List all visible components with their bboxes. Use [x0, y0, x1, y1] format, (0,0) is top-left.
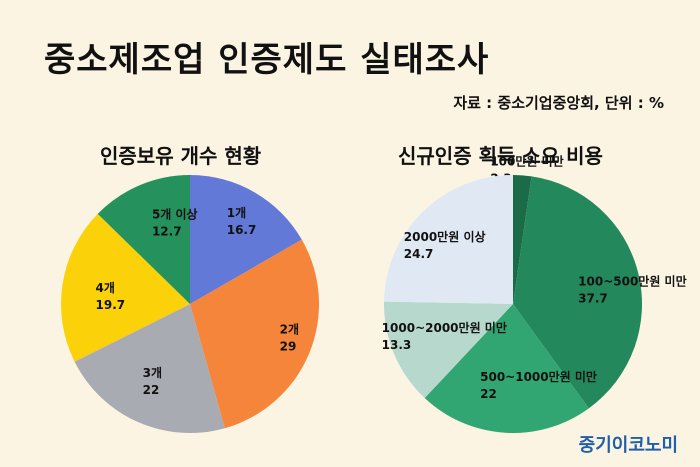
pie-slice-3: [61, 213, 191, 362]
pie-slice-4: [97, 175, 190, 304]
pie-slice-2: [74, 304, 225, 433]
pie-slice-0: [513, 175, 532, 304]
slice-category-label-4: 5개 이상: [152, 207, 198, 222]
page-title: 중소제조업 인증제도 실태조사: [44, 40, 490, 80]
slice-category-label-2: 500~1000만원 미만: [480, 369, 597, 384]
pie-slice-1: [513, 176, 642, 409]
slice-category-label-0: 1개: [227, 206, 246, 220]
pie-slice-3: [384, 301, 513, 399]
slice-category-label-1: 100~500만원 미만: [578, 273, 687, 288]
pie-slice-2: [424, 304, 589, 433]
slice-value-label-3: 19.7: [96, 298, 126, 312]
chart-title-left: 인증보유 개수 현황: [100, 144, 262, 168]
slice-value-label-4: 12.7: [152, 225, 182, 239]
slice-category-label-4: 2000만원 이상: [404, 229, 486, 244]
pie-slice-0: [190, 175, 302, 304]
slice-value-label-0: 16.7: [227, 223, 257, 237]
slice-value-label-4: 24.7: [404, 247, 434, 261]
slice-category-label-3: 1000~2000만원 미만: [382, 320, 507, 335]
pie-slice-4: [384, 175, 513, 304]
slice-value-label-3: 13.3: [382, 338, 412, 352]
slice-value-label-1: 29: [280, 339, 297, 353]
brand-logo: 중기이코노미: [578, 435, 678, 456]
slice-category-label-2: 3개: [143, 366, 162, 380]
source-note: 자료 : 중소기업중앙회, 단위 : %: [453, 94, 664, 112]
slice-value-label-2: 22: [480, 387, 497, 401]
slice-category-label-1: 2개: [280, 322, 299, 336]
pie-slice-1: [190, 239, 319, 429]
chart-title-right: 신규인증 획득 소요 비용: [398, 144, 603, 168]
slice-value-label-2: 22: [143, 383, 160, 397]
slice-value-label-1: 37.7: [578, 291, 608, 305]
slice-category-label-3: 4개: [96, 281, 115, 295]
slice-category-label-0: 100만원 미만: [490, 153, 563, 168]
